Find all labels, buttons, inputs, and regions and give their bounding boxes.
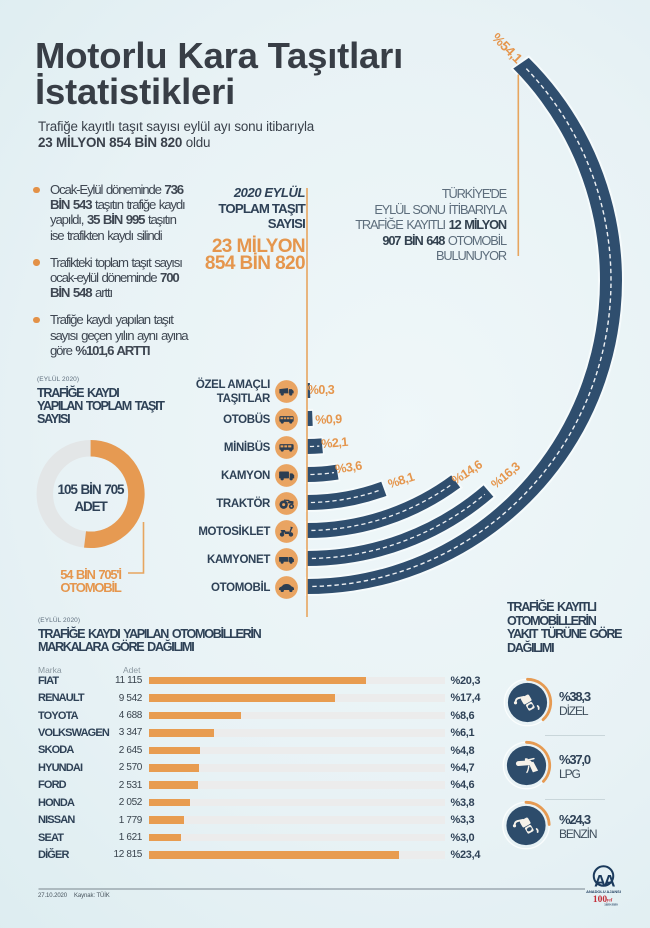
svg-text:%8,1: %8,1 [386,470,416,492]
svg-text:%3,6: %3,6 [334,458,363,476]
svg-text:%0,9: %0,9 [315,412,343,427]
svg-text:100: 100 [593,895,608,905]
svg-text:ANADOLU AJANSI: ANADOLU AJANSI [586,889,621,894]
svg-text:1920-2020: 1920-2020 [604,903,618,907]
svg-text:yıl: yıl [606,898,613,904]
svg-text:AA: AA [594,873,615,891]
svg-text:%54,1: %54,1 [489,30,526,67]
svg-text:%14,6: %14,6 [449,457,485,487]
svg-text:%0,3: %0,3 [308,383,335,397]
svg-text:%2,1: %2,1 [321,435,349,451]
